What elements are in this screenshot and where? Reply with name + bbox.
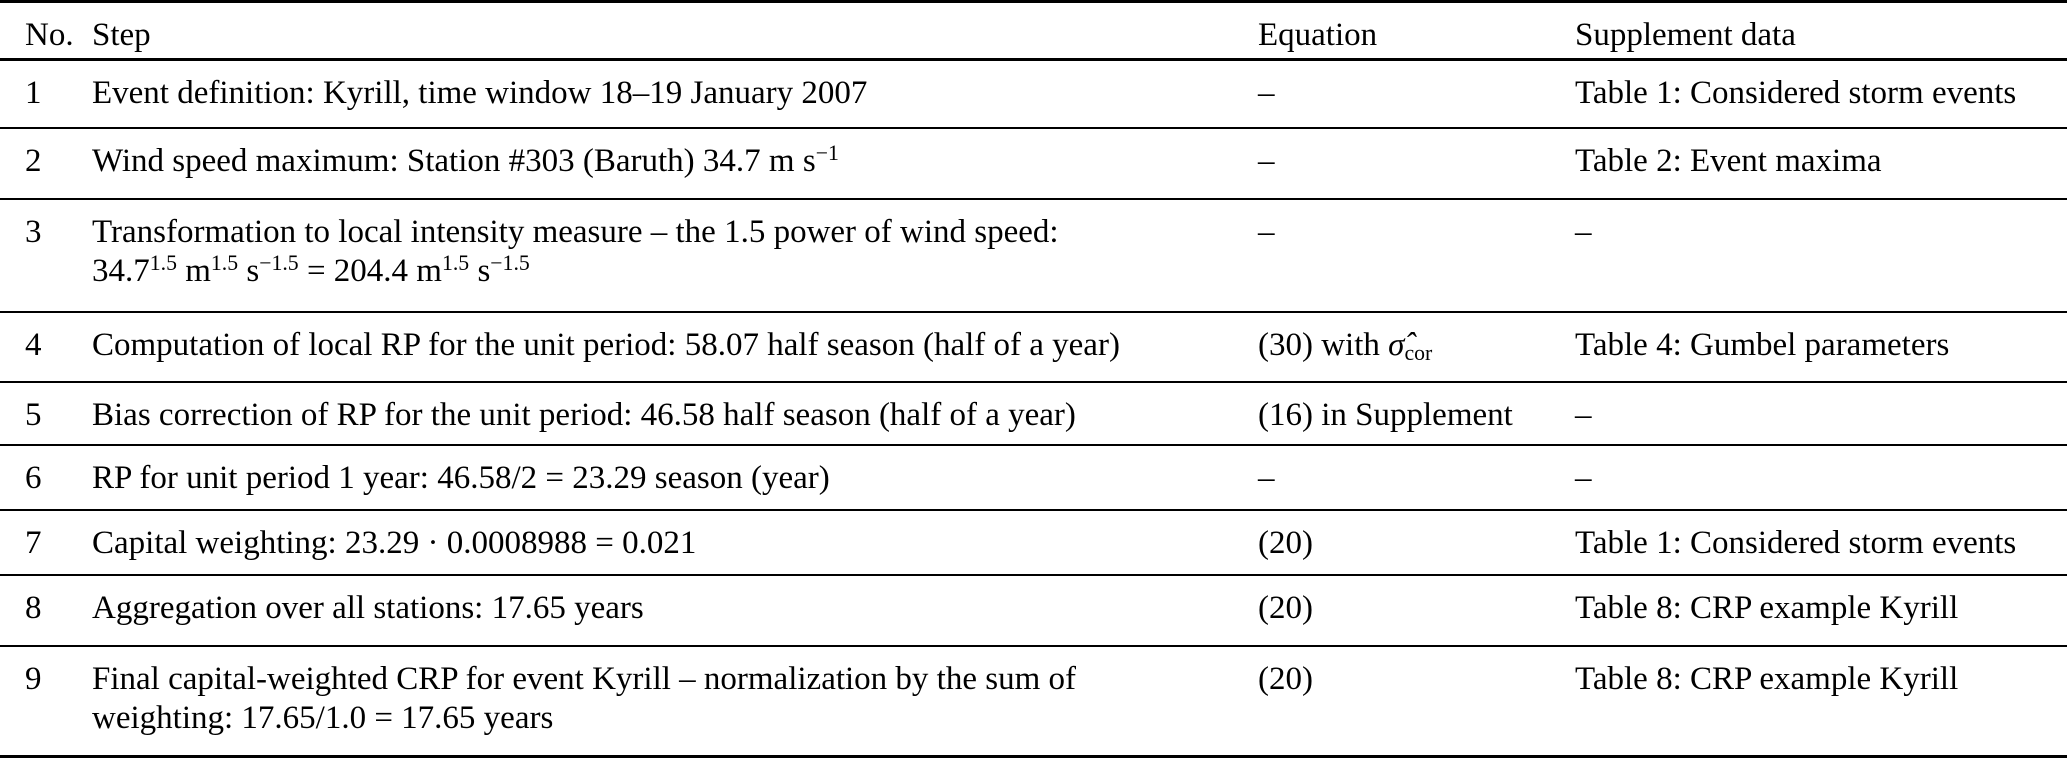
cell-equation: –: [1258, 459, 1275, 496]
table-row: 7 Capital weighting: 23.29 · 0.0008988 =…: [0, 510, 2067, 576]
cell-step: Capital weighting: 23.29 · 0.0008988 = 0…: [92, 524, 697, 561]
cell-equation: (20): [1258, 524, 1313, 561]
table-row: 9 Final capital-weighted CRP for event K…: [0, 646, 2067, 756]
cell-supplement: Table 8: CRP example Kyrill: [1575, 661, 1959, 698]
column-header-supplement: Supplement data: [1575, 17, 1796, 53]
cell-equation: (20): [1258, 590, 1313, 627]
cell-equation: –: [1258, 75, 1275, 111]
table-row: 8 Aggregation over all stations: 17.65 y…: [0, 575, 2067, 647]
cell-no: 5: [25, 397, 42, 434]
cell-equation: (20): [1258, 661, 1313, 698]
cell-no: 6: [25, 459, 42, 496]
cell-step: Bias correction of RP for the unit perio…: [92, 397, 1076, 434]
cell-equation: –: [1258, 143, 1275, 180]
cell-supplement: Table 1: Considered storm events: [1575, 75, 2017, 111]
cell-step: Wind speed maximum: Station #303 (Baruth…: [92, 141, 839, 180]
cell-no: 8: [25, 590, 42, 627]
cell-supplement: Table 4: Gumbel parameters: [1575, 326, 1950, 363]
table-header-row: No. Step Equation Supplement data: [0, 2, 2067, 60]
cell-step: RP for unit period 1 year: 46.58/2 = 23.…: [92, 459, 830, 496]
cell-supplement: Table 1: Considered storm events: [1575, 524, 2017, 561]
cell-equation: (16) in Supplement: [1258, 397, 1513, 434]
table-row: 3 Transformation to local intensity meas…: [0, 199, 2067, 312]
cell-supplement: Table 2: Event maxima: [1575, 143, 1882, 180]
cell-step: Final capital-weighted CRP for event Kyr…: [92, 661, 1076, 737]
table-row: 2 Wind speed maximum: Station #303 (Baru…: [0, 128, 2067, 200]
cell-no: 7: [25, 524, 42, 561]
cell-step: Transformation to local intensity measur…: [92, 214, 1059, 290]
cell-supplement: –: [1575, 214, 1592, 251]
cell-no: 9: [25, 661, 42, 698]
cell-no: 4: [25, 326, 42, 363]
cell-supplement: Table 8: CRP example Kyrill: [1575, 590, 1959, 627]
cell-no: 1: [25, 75, 42, 111]
cell-equation: –: [1258, 214, 1275, 251]
table-row: 4 Computation of local RP for the unit p…: [0, 312, 2067, 383]
cell-step: Aggregation over all stations: 17.65 yea…: [92, 590, 644, 627]
cell-step: Computation of local RP for the unit per…: [92, 326, 1120, 363]
cell-no: 3: [25, 214, 42, 251]
column-header-no: No.: [25, 17, 74, 53]
cell-supplement: –: [1575, 397, 1592, 434]
cell-supplement: –: [1575, 459, 1592, 496]
column-header-equation: Equation: [1258, 17, 1378, 53]
table-row: 5 Bias correction of RP for the unit per…: [0, 382, 2067, 445]
table-row: 6 RP for unit period 1 year: 46.58/2 = 2…: [0, 445, 2067, 510]
cell-no: 2: [25, 143, 42, 180]
table-row: 1 Event definition: Kyrill, time window …: [0, 60, 2067, 129]
column-header-step: Step: [92, 17, 151, 53]
cell-step: Event definition: Kyrill, time window 18…: [92, 75, 868, 111]
cell-equation: (30) with σ̂cor: [1258, 326, 1433, 365]
